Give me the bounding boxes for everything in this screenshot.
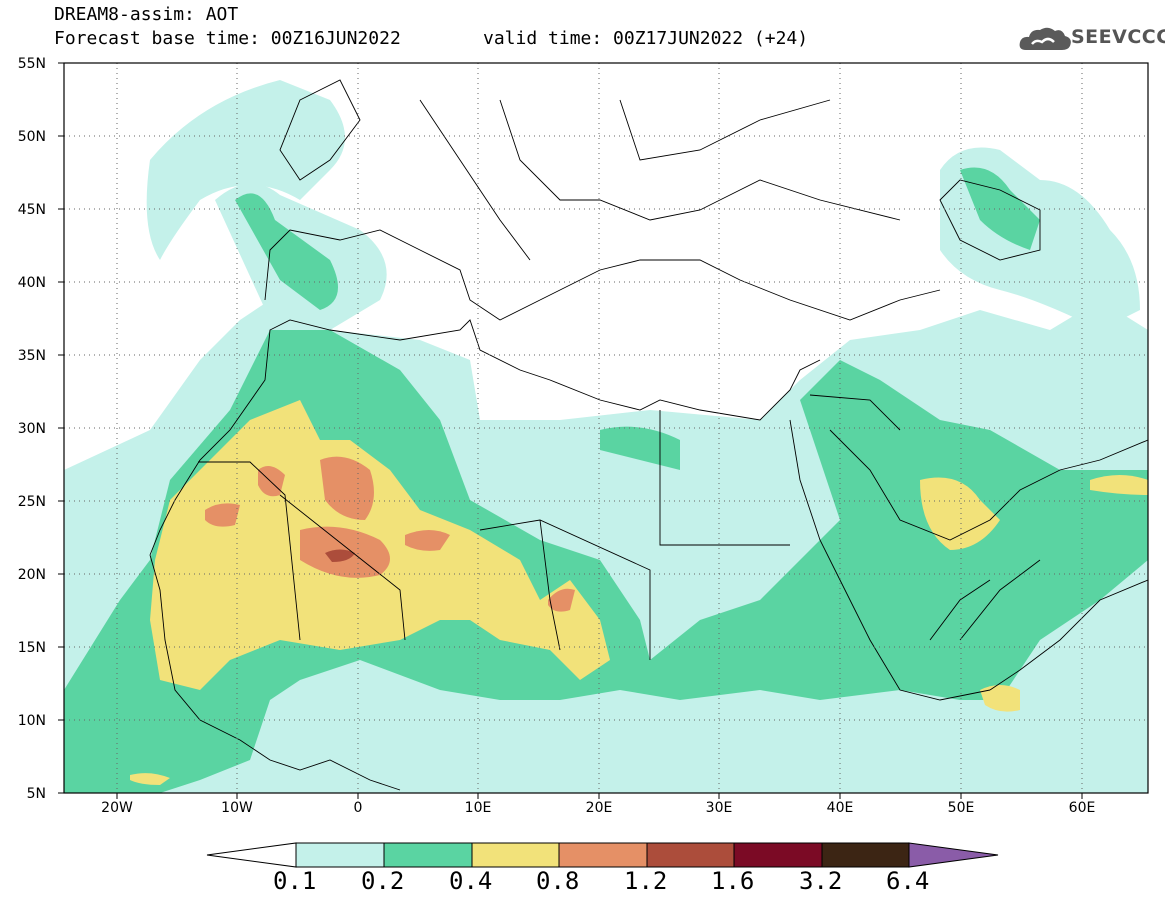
- lon-label: 50E: [948, 800, 975, 816]
- lon-labels: 20W 10W 0 10E 20E 30E 40E 50E 60E: [101, 800, 1095, 816]
- colorbar-label: 0.8: [536, 867, 580, 895]
- coastlines: [149, 79, 1148, 791]
- lat-label: 45N: [18, 202, 46, 218]
- aot-band-0.8: [205, 456, 575, 612]
- colorbar-swatch: [646, 842, 735, 868]
- colorbar-below: [206, 842, 297, 868]
- lat-label: 35N: [18, 348, 46, 364]
- lon-label: 60E: [1069, 800, 1096, 816]
- colorbar-swatch: [558, 842, 648, 868]
- valid-time: valid time: 00Z17JUN2022 (+24): [483, 28, 809, 49]
- aot-field: [64, 80, 1148, 793]
- lat-label: 5N: [27, 786, 46, 802]
- lat-label: 55N: [18, 56, 46, 72]
- aot-band-1.2: [325, 549, 355, 562]
- lon-label: 30E: [706, 800, 733, 816]
- lat-label: 50N: [18, 129, 46, 145]
- colorbar-label: 0.2: [361, 867, 405, 895]
- colorbar-swatch: [471, 842, 560, 868]
- colorbar-label: 3.2: [799, 867, 843, 895]
- colorbar-label: 1.6: [711, 867, 755, 895]
- colorbar-label: 0.1: [273, 867, 317, 895]
- lon-label: 10E: [465, 800, 492, 816]
- forecast-base-time: Forecast base time: 00Z16JUN2022: [54, 28, 401, 49]
- map-title: DREAM8-assim: AOT: [54, 4, 239, 25]
- lon-label: 10W: [221, 800, 253, 816]
- lat-label: 25N: [18, 494, 46, 510]
- axis-ticks: [58, 62, 1083, 799]
- colorbar-swatch: [733, 842, 823, 868]
- colorbar-swatch: [295, 842, 385, 868]
- lon-label: 40E: [827, 800, 854, 816]
- colorbar-swatch: [383, 842, 473, 868]
- lat-label: 40N: [18, 275, 46, 291]
- lon-label: 0: [354, 800, 363, 816]
- lat-labels: 55N 50N 45N 40N 35N 30N 25N 20N 15N 10N …: [18, 56, 46, 802]
- lat-label: 10N: [18, 713, 46, 729]
- colorbar-label: 6.4: [886, 867, 930, 895]
- colorbar-label: 0.4: [449, 867, 493, 895]
- logo-text: SEEVCCC: [1071, 26, 1165, 48]
- lat-label: 30N: [18, 421, 46, 437]
- lat-label: 20N: [18, 567, 46, 583]
- colorbar: [206, 842, 999, 868]
- lat-label: 15N: [18, 640, 46, 656]
- colorbar-above: [908, 842, 999, 868]
- colorbar-label: 1.2: [624, 867, 668, 895]
- lon-label: 20E: [586, 800, 613, 816]
- colorbar-swatch: [821, 842, 910, 868]
- lon-label: 20W: [101, 800, 133, 816]
- cloud-icon: [1019, 27, 1071, 50]
- graticule: [64, 63, 1148, 793]
